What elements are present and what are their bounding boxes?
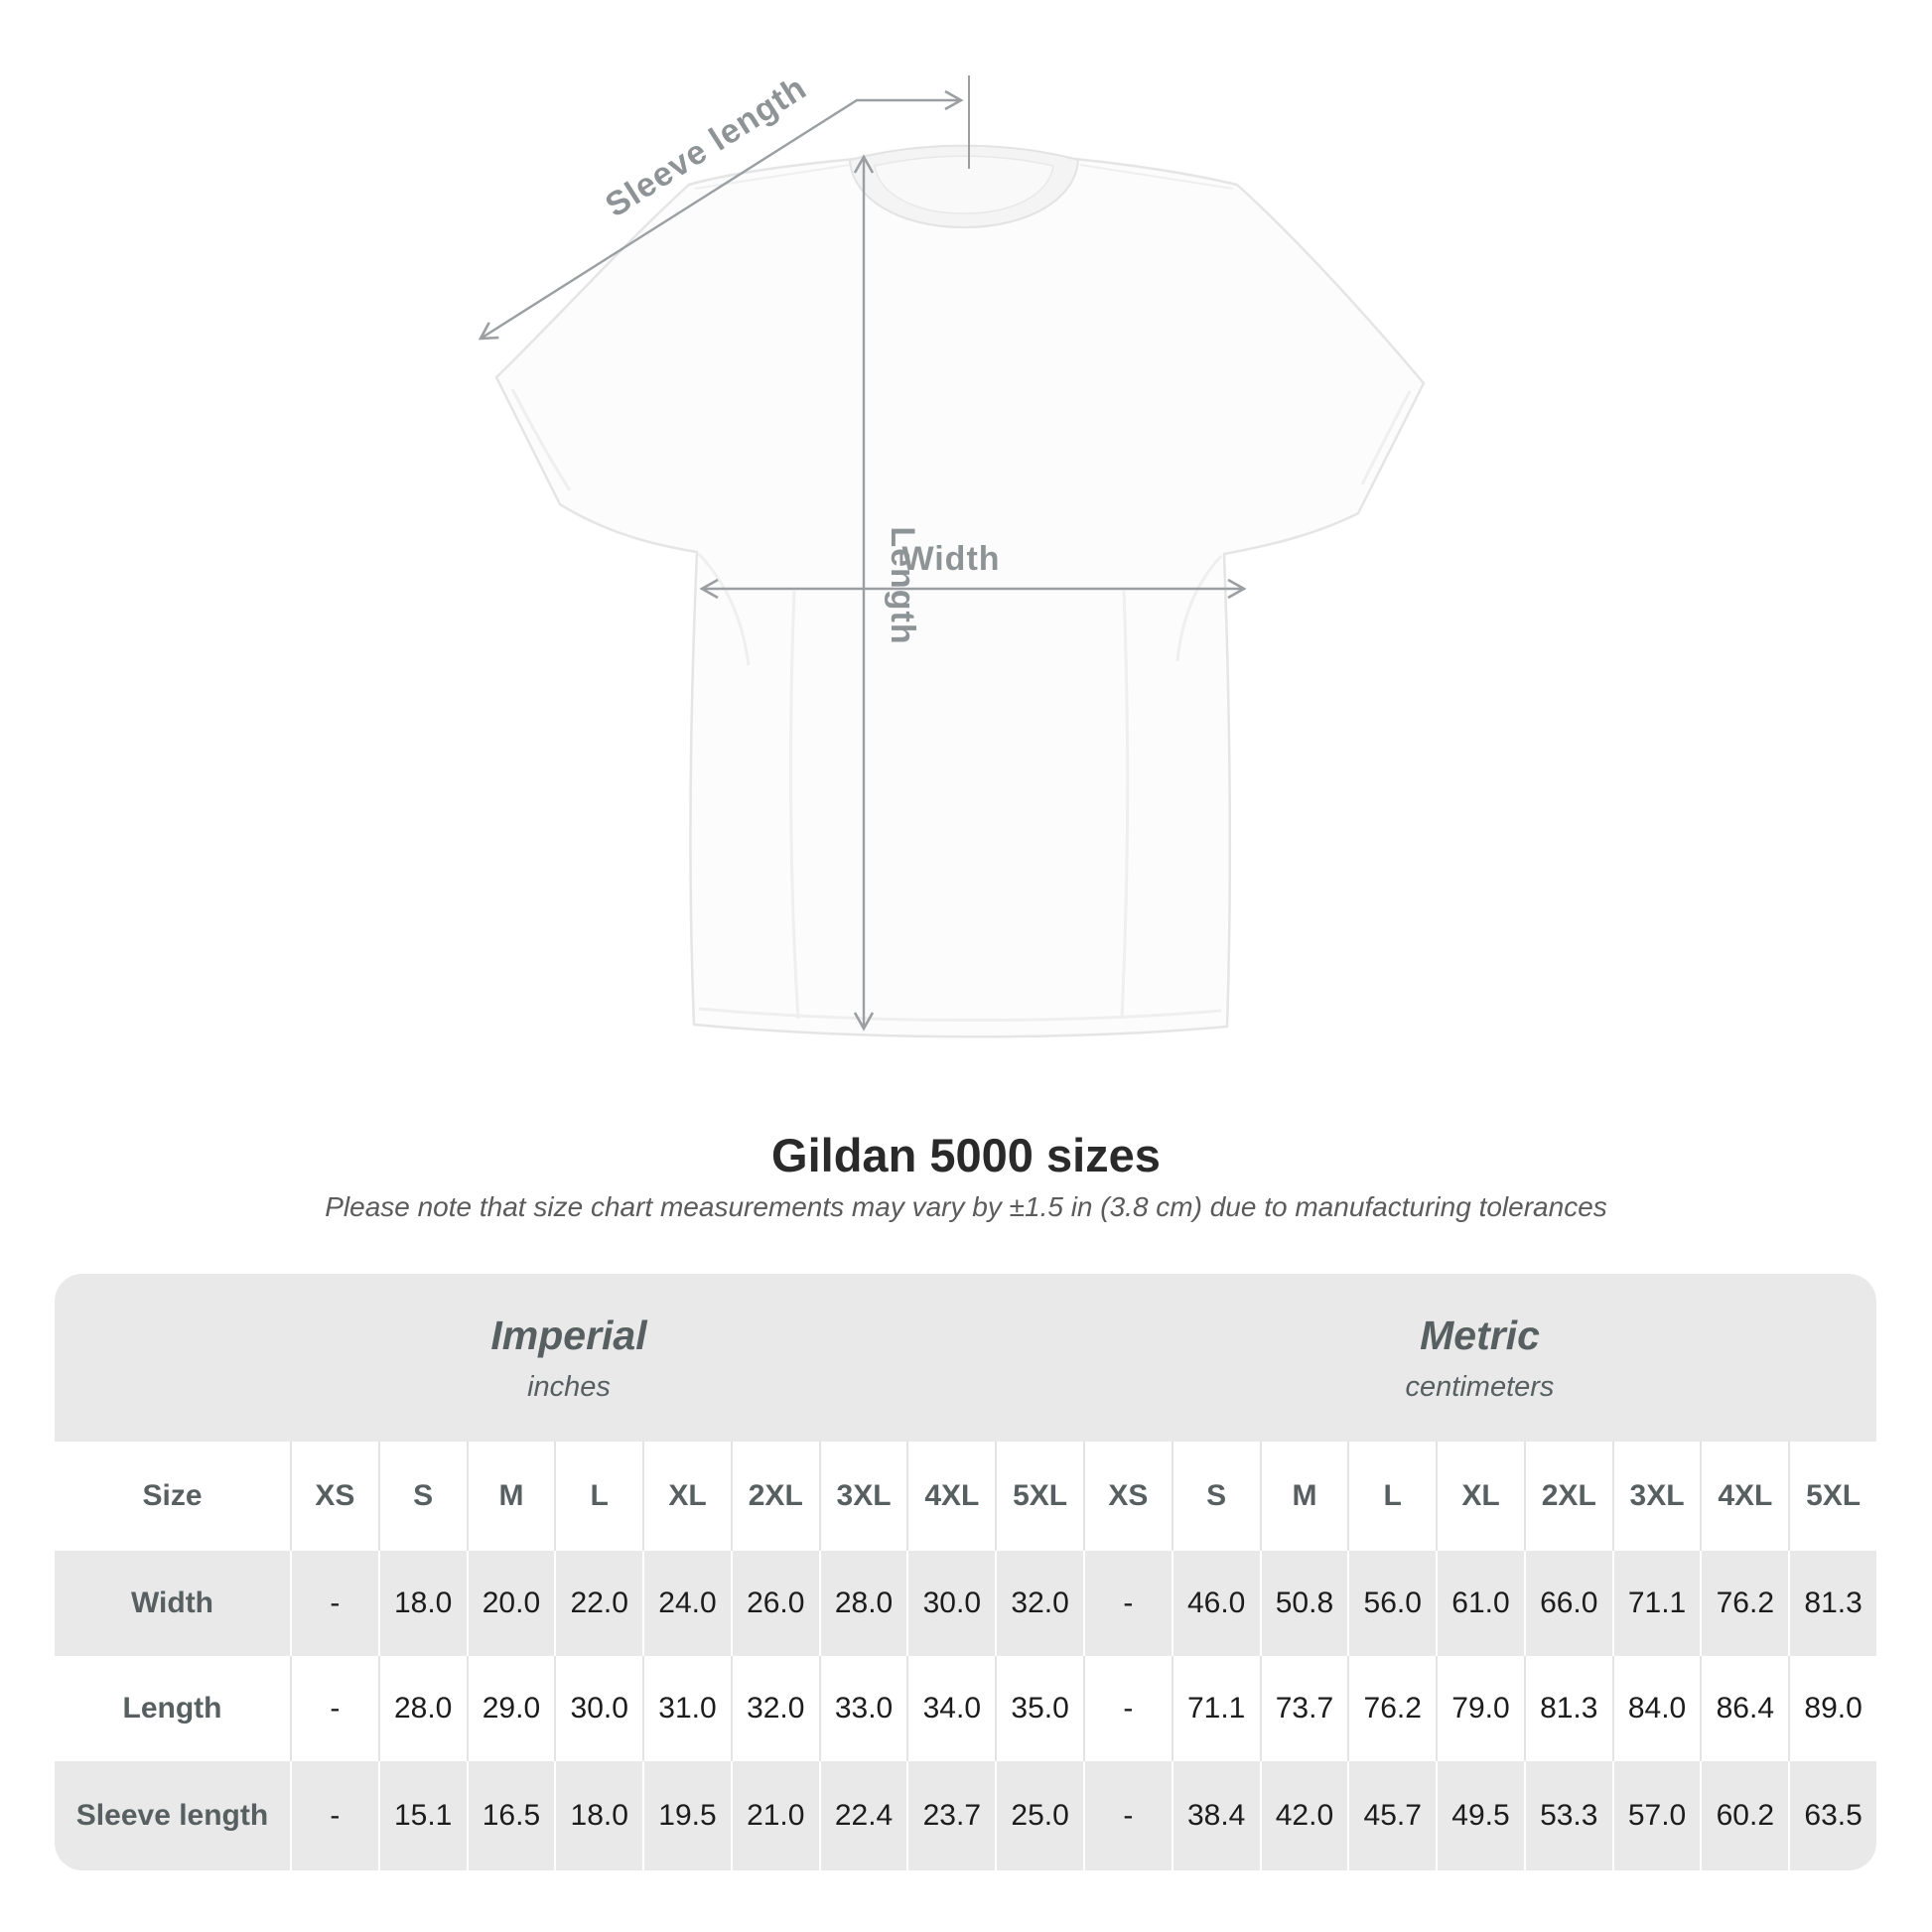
table-cell: 24.0	[642, 1551, 731, 1656]
table-cell: 28.0	[818, 1551, 907, 1656]
table-cell: 31.0	[642, 1656, 731, 1761]
imperial-label: Imperial	[490, 1311, 647, 1358]
table-cell: 71.1	[1171, 1656, 1260, 1761]
table-cell: 71.1	[1611, 1551, 1701, 1656]
table-cell: -	[290, 1656, 378, 1761]
table-cell: 29.0	[466, 1656, 555, 1761]
table-cell: 23.7	[906, 1761, 995, 1870]
col-header: 3XL	[818, 1442, 907, 1551]
table-cell: 53.3	[1523, 1761, 1612, 1870]
table-cell: -	[1083, 1761, 1172, 1870]
col-header: 2XL	[1523, 1442, 1612, 1551]
table-cell: 76.2	[1700, 1551, 1788, 1656]
table-cell: 66.0	[1523, 1551, 1612, 1656]
col-header: 2XL	[730, 1442, 819, 1551]
col-header: XL	[1436, 1442, 1524, 1551]
metric-label: Metric	[1420, 1311, 1540, 1358]
sleeve-length-arrow	[478, 89, 964, 341]
table-cell: -	[1083, 1551, 1172, 1656]
col-header: L	[554, 1442, 642, 1551]
col-header: XL	[642, 1442, 731, 1551]
col-header: M	[1259, 1442, 1348, 1551]
length-label: Length	[884, 526, 921, 644]
table-cell: 34.0	[906, 1656, 995, 1761]
table-cell: 18.0	[554, 1761, 642, 1870]
metric-unit: centimeters	[1405, 1370, 1555, 1403]
col-header: S	[1171, 1442, 1260, 1551]
table-cell: -	[290, 1551, 378, 1656]
tshirt-body	[494, 148, 1426, 1038]
table-cell: 63.5	[1788, 1761, 1876, 1870]
tshirt-measurement-diagram: Sleeve length Length Width	[478, 69, 1426, 1038]
col-header: 3XL	[1611, 1442, 1701, 1551]
table-cell: 57.0	[1611, 1761, 1701, 1870]
table-cell: 79.0	[1436, 1656, 1524, 1761]
table-cell: 32.0	[995, 1551, 1083, 1656]
table-cell: 25.0	[995, 1761, 1083, 1870]
size-chart-table: Imperial inches Metric centimeters Size …	[55, 1274, 1876, 1870]
col-header: L	[1347, 1442, 1436, 1551]
table-cell: 20.0	[466, 1551, 555, 1656]
table-cell: 61.0	[1436, 1551, 1524, 1656]
table-cell: 35.0	[995, 1656, 1083, 1761]
col-header: 5XL	[1788, 1442, 1876, 1551]
table-cell: 32.0	[730, 1656, 819, 1761]
col-header: 4XL	[1700, 1442, 1788, 1551]
table-cell: 19.5	[642, 1761, 731, 1870]
table-cell: 73.7	[1259, 1656, 1348, 1761]
row-label: Width	[130, 1587, 214, 1619]
table-cell: 89.0	[1788, 1656, 1876, 1761]
table-cell: 60.2	[1700, 1761, 1788, 1870]
table-header-row: Size XS S M L XL 2XL 3XL 4XL 5XL XS S M …	[55, 1442, 1876, 1551]
tolerance-note: Please note that size chart measurements…	[325, 1191, 1607, 1222]
table-cell: 28.0	[377, 1656, 467, 1761]
table-cell: 42.0	[1259, 1761, 1348, 1870]
table-cell: -	[290, 1761, 378, 1870]
col-header: 5XL	[995, 1442, 1083, 1551]
col-header: 4XL	[906, 1442, 995, 1551]
table-cell: 45.7	[1347, 1761, 1436, 1870]
table-cell: 22.0	[554, 1551, 642, 1656]
table-cell: 16.5	[466, 1761, 555, 1870]
page-title: Gildan 5000 sizes	[771, 1129, 1161, 1181]
table-cell: 50.8	[1259, 1551, 1348, 1656]
size-column-header: Size	[142, 1479, 203, 1512]
table-cell: 76.2	[1347, 1656, 1436, 1761]
table-cell: 56.0	[1347, 1551, 1436, 1656]
unit-group-header: Imperial inches Metric centimeters	[55, 1274, 1876, 1442]
table-cell: 86.4	[1700, 1656, 1788, 1761]
table-cell: -	[1083, 1656, 1172, 1761]
measurement-arrows	[478, 75, 1247, 1032]
table-cell: 46.0	[1171, 1551, 1260, 1656]
table-cell: 15.1	[377, 1761, 467, 1870]
table-row-width: Width - 18.0 20.0 22.0 24.0 26.0 28.0 30…	[55, 1551, 1876, 1656]
col-header: XS	[290, 1442, 378, 1551]
table-cell: 33.0	[818, 1656, 907, 1761]
table-cell: 81.3	[1523, 1656, 1612, 1761]
col-header: M	[466, 1442, 555, 1551]
col-header: XS	[1083, 1442, 1172, 1551]
table-cell: 81.3	[1788, 1551, 1876, 1656]
table-cell: 49.5	[1436, 1761, 1524, 1870]
table-cell: 30.0	[554, 1656, 642, 1761]
width-label: Width	[901, 540, 1000, 578]
imperial-group: Imperial inches	[55, 1274, 1083, 1442]
table-row-sleeve-length: Sleeve length - 15.1 16.5 18.0 19.5 21.0…	[55, 1761, 1876, 1870]
metric-group: Metric centimeters	[1083, 1274, 1876, 1442]
table-row-length: Length - 28.0 29.0 30.0 31.0 32.0 33.0 3…	[55, 1656, 1876, 1761]
table-cell: 22.4	[818, 1761, 907, 1870]
table-cell: 21.0	[730, 1761, 819, 1870]
col-header: S	[377, 1442, 467, 1551]
imperial-unit: inches	[527, 1370, 611, 1403]
row-label: Sleeve length	[75, 1799, 269, 1832]
row-label: Length	[122, 1692, 222, 1725]
table-cell: 38.4	[1171, 1761, 1260, 1870]
table-cell: 18.0	[377, 1551, 467, 1656]
table-cell: 26.0	[730, 1551, 819, 1656]
table-cell: 30.0	[906, 1551, 995, 1656]
table-cell: 84.0	[1611, 1656, 1701, 1761]
tshirt-fold-lines	[510, 164, 1412, 1023]
